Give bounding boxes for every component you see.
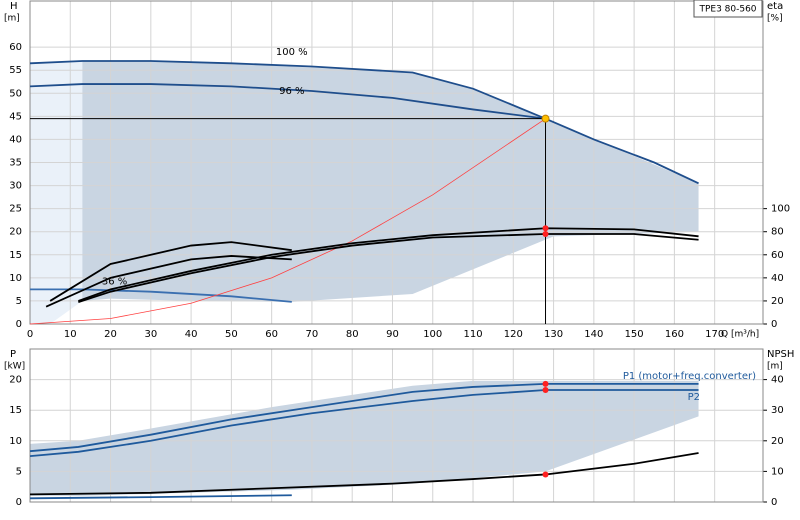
y-tick-label: 20 xyxy=(9,375,22,386)
y-unit: [m] xyxy=(4,14,20,24)
duty-point xyxy=(541,114,550,123)
y2-tick-label: 40 xyxy=(771,273,784,284)
chart-title: TPE3 80-560 xyxy=(698,5,756,15)
y2-unit: [%] xyxy=(767,14,783,24)
plot-frame xyxy=(29,0,764,325)
y-tick-label: 40 xyxy=(9,134,22,145)
operating-region xyxy=(30,380,699,496)
curve xyxy=(30,288,292,303)
curve xyxy=(29,60,699,185)
curve-label: 36 % xyxy=(102,277,127,288)
y-tick-label: 45 xyxy=(9,111,22,122)
curve xyxy=(29,494,292,500)
x-tick-label: 130 xyxy=(544,329,563,340)
x-tick-label: 70 xyxy=(306,329,319,340)
curve xyxy=(45,255,292,308)
y-tick-label: 5 xyxy=(16,466,22,477)
y-tick-label: 25 xyxy=(9,204,22,215)
y-tick-label: 10 xyxy=(9,436,22,447)
curve xyxy=(49,241,292,302)
y-tick-label: 55 xyxy=(9,65,22,76)
marker xyxy=(542,387,549,394)
y2-tick-label: 10 xyxy=(771,466,784,477)
x-tick-label: 110 xyxy=(463,329,482,340)
x-label: Q [m³/h] xyxy=(721,330,759,340)
x-tick-label: 30 xyxy=(144,329,157,340)
y-tick-label: 15 xyxy=(9,250,22,261)
y-label: H xyxy=(10,1,18,12)
x-tick-label: 80 xyxy=(346,329,359,340)
curve-label: P2 xyxy=(688,392,700,403)
y-tick-label: 50 xyxy=(9,88,22,99)
y2-label: eta xyxy=(767,1,783,12)
y2-tick-label: 60 xyxy=(771,250,784,261)
x-tick-label: 120 xyxy=(504,329,523,340)
marker xyxy=(542,380,549,387)
x-tick-label: 100 xyxy=(423,329,442,340)
marker xyxy=(542,231,549,238)
y-tick-label: 20 xyxy=(9,227,22,238)
y-tick-label: 35 xyxy=(9,158,22,169)
x-tick-label: 40 xyxy=(185,329,198,340)
y2-tick-label: 100 xyxy=(771,204,790,215)
x-tick-label: 150 xyxy=(625,329,644,340)
y2-tick-label: 20 xyxy=(771,296,784,307)
x-tick-label: 170 xyxy=(705,329,724,340)
x-tick-label: 60 xyxy=(265,329,278,340)
curve xyxy=(78,233,699,303)
x-tick-label: 20 xyxy=(104,329,117,340)
curve-label: 100 % xyxy=(276,47,308,58)
y2-label: NPSH xyxy=(767,349,794,360)
y-tick-label: 0 xyxy=(16,497,22,508)
curve xyxy=(29,83,546,120)
x-tick-label: 160 xyxy=(665,329,684,340)
y-unit: [kW] xyxy=(4,362,25,372)
curve xyxy=(29,389,699,457)
y-label: P xyxy=(10,349,16,360)
title-box xyxy=(693,0,763,18)
x-tick-label: 50 xyxy=(225,329,238,340)
y-tick-label: 30 xyxy=(9,181,22,192)
curve xyxy=(29,118,546,325)
y-tick-label: 60 xyxy=(9,42,22,53)
x-tick-label: 0 xyxy=(27,329,33,340)
y2-tick-label: 0 xyxy=(771,497,777,508)
curve xyxy=(29,382,699,453)
y2-tick-label: 20 xyxy=(771,436,784,447)
curve-label: P1 (motor+freq.converter) xyxy=(623,371,756,382)
y2-unit: [m] xyxy=(767,362,783,372)
y2-tick-label: 0 xyxy=(771,319,777,330)
marker xyxy=(542,471,549,478)
curve xyxy=(29,452,699,496)
marker xyxy=(542,225,549,232)
x-tick-label: 140 xyxy=(584,329,603,340)
x-tick-label: 10 xyxy=(64,329,77,340)
y2-tick-label: 40 xyxy=(771,375,784,386)
y-tick-label: 15 xyxy=(9,405,22,416)
x-tick-label: 90 xyxy=(386,329,399,340)
y-tick-label: 5 xyxy=(16,296,22,307)
curve-label: 96 % xyxy=(279,86,304,97)
curve xyxy=(78,227,699,302)
y2-tick-label: 80 xyxy=(771,227,784,238)
y-tick-label: 0 xyxy=(16,319,22,330)
y-tick-label: 10 xyxy=(9,273,22,284)
operating-region xyxy=(30,60,83,324)
y2-tick-label: 30 xyxy=(771,405,784,416)
plot-frame xyxy=(29,348,764,503)
